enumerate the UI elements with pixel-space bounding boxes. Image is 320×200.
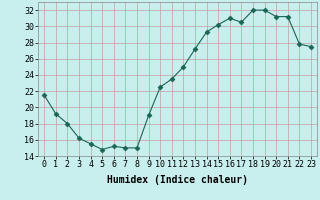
X-axis label: Humidex (Indice chaleur): Humidex (Indice chaleur) — [107, 175, 248, 185]
